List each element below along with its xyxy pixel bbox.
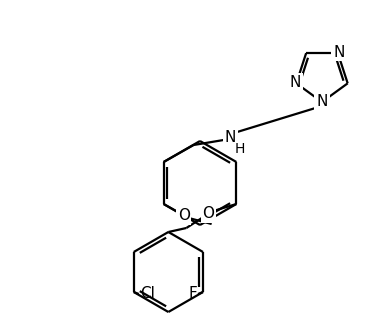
Text: F: F — [188, 286, 197, 302]
Text: N: N — [316, 94, 328, 110]
Text: Cl: Cl — [140, 286, 155, 302]
Text: H: H — [235, 142, 245, 156]
Text: N: N — [290, 75, 301, 90]
Text: O: O — [178, 209, 190, 223]
Text: O: O — [202, 207, 214, 221]
Text: N: N — [333, 45, 345, 60]
Text: N: N — [225, 130, 236, 146]
